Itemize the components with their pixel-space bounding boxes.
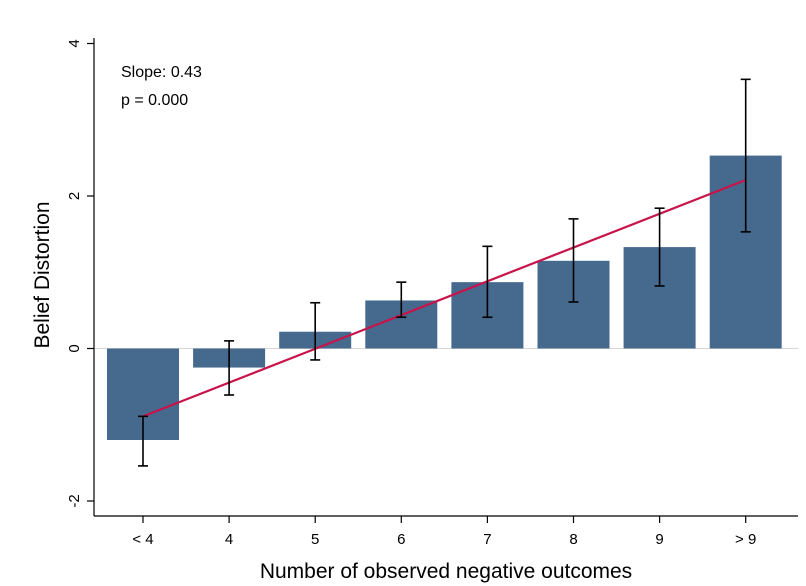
y-tick-label: 2 — [66, 192, 83, 200]
p-value-annotation: p = 0.000 — [121, 92, 188, 109]
error-bar — [138, 415, 148, 467]
x-tick-label: 9 — [655, 531, 663, 548]
error-bar — [482, 245, 493, 319]
x-tick-label: 4 — [225, 531, 233, 548]
slope-annotation: Slope: 0.43 — [121, 64, 202, 81]
x-axis-title: Number of observed negative outcomes — [260, 560, 632, 583]
error-bar — [654, 207, 665, 287]
y-axis-title: Belief Distortion — [31, 201, 54, 348]
error-bar — [740, 78, 751, 233]
error-bar — [224, 340, 235, 396]
x-ticks: < 4 4 5 6 7 8 9 > 9 — [132, 516, 756, 548]
fit-line — [142, 178, 747, 418]
error-bar — [396, 281, 407, 319]
x-tick-label: 7 — [483, 531, 491, 548]
y-ticks: -2 0 2 4 — [66, 39, 94, 508]
x-tick-label: 5 — [311, 531, 319, 548]
error-bar — [568, 218, 579, 303]
x-tick-label: > 9 — [735, 531, 756, 548]
y-tick-label: -2 — [66, 494, 83, 507]
x-tick-label: 8 — [569, 531, 577, 548]
error-bar — [310, 301, 321, 361]
y-tick-label: 4 — [66, 39, 83, 47]
x-tick-label: 6 — [397, 531, 405, 548]
y-tick-label: 0 — [66, 344, 83, 352]
x-tick-label: < 4 — [132, 531, 153, 548]
error-bars — [138, 78, 751, 467]
